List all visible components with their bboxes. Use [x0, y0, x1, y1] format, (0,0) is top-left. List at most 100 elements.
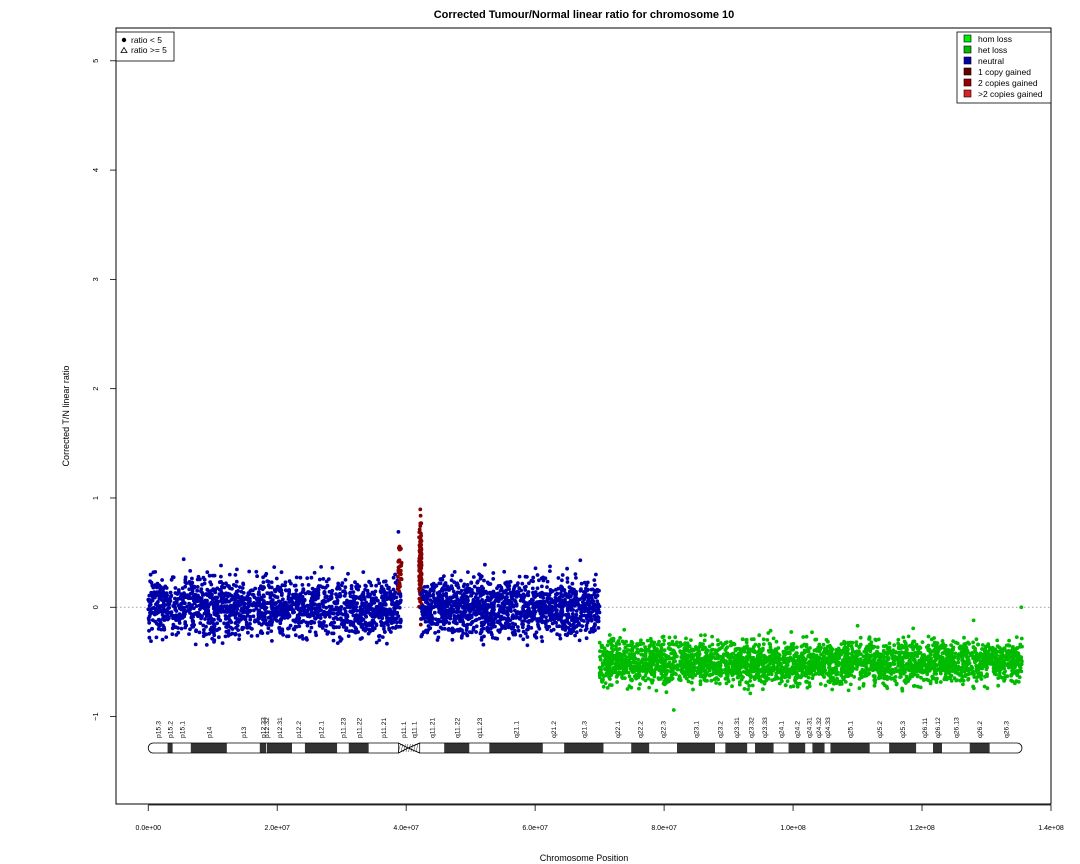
data-point — [828, 680, 832, 685]
data-point — [418, 524, 423, 528]
data-point — [516, 581, 520, 586]
data-point — [565, 566, 569, 571]
data-point — [309, 607, 314, 612]
data-point — [447, 621, 452, 625]
data-point — [507, 636, 511, 641]
data-point — [483, 607, 487, 612]
data-point — [380, 595, 384, 600]
data-point — [450, 595, 455, 600]
data-point — [426, 624, 431, 628]
data-point — [318, 624, 322, 628]
data-point — [458, 603, 463, 608]
data-point — [431, 605, 436, 610]
data-point — [202, 628, 206, 632]
data-point — [336, 581, 341, 586]
data-point — [432, 621, 436, 626]
data-point — [291, 610, 295, 615]
data-point — [176, 630, 181, 635]
data-point — [584, 636, 589, 641]
data-point — [241, 597, 246, 602]
data-point — [219, 563, 223, 568]
data-point — [481, 611, 485, 616]
data-point — [273, 602, 278, 607]
data-point — [275, 606, 279, 610]
data-point — [806, 675, 811, 680]
data-point — [254, 597, 259, 602]
data-point — [918, 650, 923, 655]
data-point — [459, 588, 464, 593]
data-point — [974, 637, 979, 642]
data-point — [374, 640, 379, 645]
data-point — [637, 686, 641, 691]
data-point — [324, 624, 329, 628]
data-point — [450, 610, 454, 615]
data-point — [275, 584, 280, 589]
data-point — [274, 614, 279, 619]
data-point — [257, 601, 262, 605]
data-point — [181, 610, 186, 615]
data-point — [358, 595, 362, 599]
data-point — [170, 632, 175, 637]
data-point — [554, 620, 558, 625]
data-point — [209, 594, 214, 599]
data-point — [280, 591, 284, 596]
data-point — [263, 615, 267, 619]
data-point — [241, 582, 246, 587]
data-point — [160, 578, 165, 582]
data-point — [337, 635, 342, 639]
data-point — [547, 603, 552, 607]
data-point — [459, 635, 464, 640]
data-point — [520, 625, 525, 630]
data-point — [391, 620, 396, 625]
data-point — [517, 611, 522, 616]
data-point — [502, 608, 506, 612]
data-point — [1019, 636, 1024, 641]
data-point — [421, 615, 426, 620]
data-point — [341, 612, 345, 617]
data-point — [294, 602, 299, 607]
data-point — [508, 618, 513, 623]
data-point — [201, 623, 206, 628]
data-point — [243, 610, 248, 614]
data-point — [457, 628, 462, 633]
data-point — [287, 613, 292, 617]
data-point — [272, 565, 277, 569]
data-point — [237, 585, 242, 589]
data-point — [301, 637, 305, 641]
data-point — [535, 573, 540, 577]
data-point — [393, 626, 398, 630]
data-point — [260, 586, 264, 591]
data-point — [317, 577, 322, 582]
data-point — [262, 594, 266, 599]
data-point — [502, 600, 507, 605]
data-point — [234, 579, 239, 584]
data-point — [788, 684, 793, 689]
data-point — [331, 611, 336, 616]
data-point — [278, 600, 283, 605]
data-point — [321, 602, 325, 606]
data-point — [500, 593, 504, 598]
data-point — [198, 621, 203, 625]
data-point — [622, 627, 627, 632]
data-point — [159, 604, 164, 608]
data-point — [418, 513, 423, 518]
data-point — [294, 606, 299, 610]
data-point — [166, 600, 171, 605]
data-point — [440, 588, 445, 593]
data-point — [471, 598, 476, 602]
data-point — [574, 630, 579, 635]
data-point — [518, 633, 523, 638]
data-point — [212, 631, 216, 635]
data-point — [189, 596, 194, 600]
data-point — [592, 606, 597, 611]
data-point — [457, 617, 461, 621]
data-point — [377, 581, 382, 586]
data-point — [348, 591, 352, 596]
data-point — [875, 645, 880, 650]
data-point — [318, 616, 323, 620]
data-point — [615, 680, 619, 684]
data-point — [261, 575, 265, 580]
data-point — [421, 630, 426, 635]
data-point — [349, 584, 354, 588]
data-point — [360, 622, 365, 627]
